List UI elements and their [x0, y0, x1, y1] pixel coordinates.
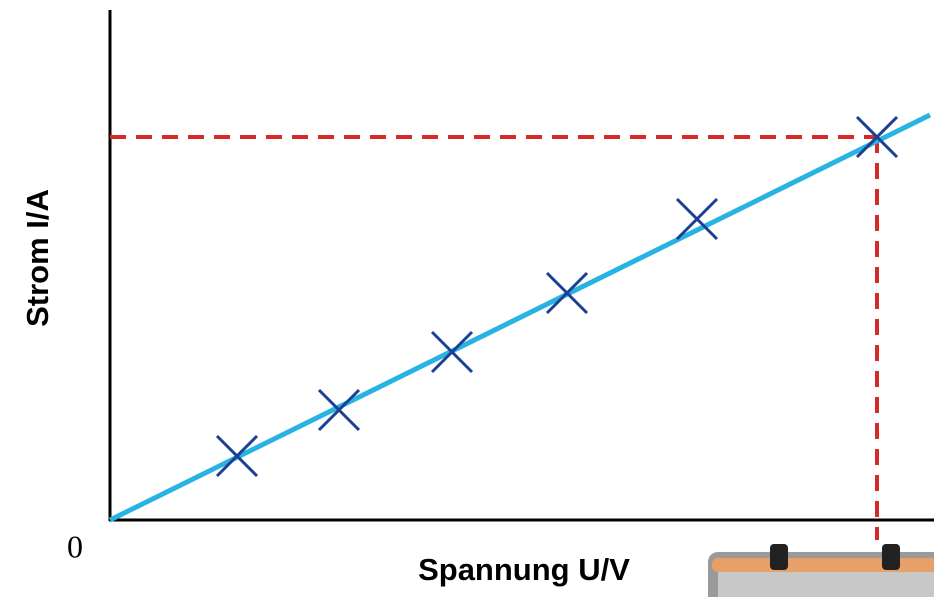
x-tick-label: 0: [67, 528, 83, 564]
data-point: [675, 197, 719, 241]
data-point: [317, 388, 361, 432]
data-point: [430, 330, 474, 374]
x-axis-label: Spannung U/V: [418, 552, 630, 587]
device-picture: [708, 544, 934, 597]
data-point: [855, 115, 899, 159]
data-point: [545, 271, 589, 315]
fit-line: [108, 112, 932, 523]
y-axis-label: Strom I/A: [20, 189, 55, 327]
data-point: [215, 434, 259, 478]
